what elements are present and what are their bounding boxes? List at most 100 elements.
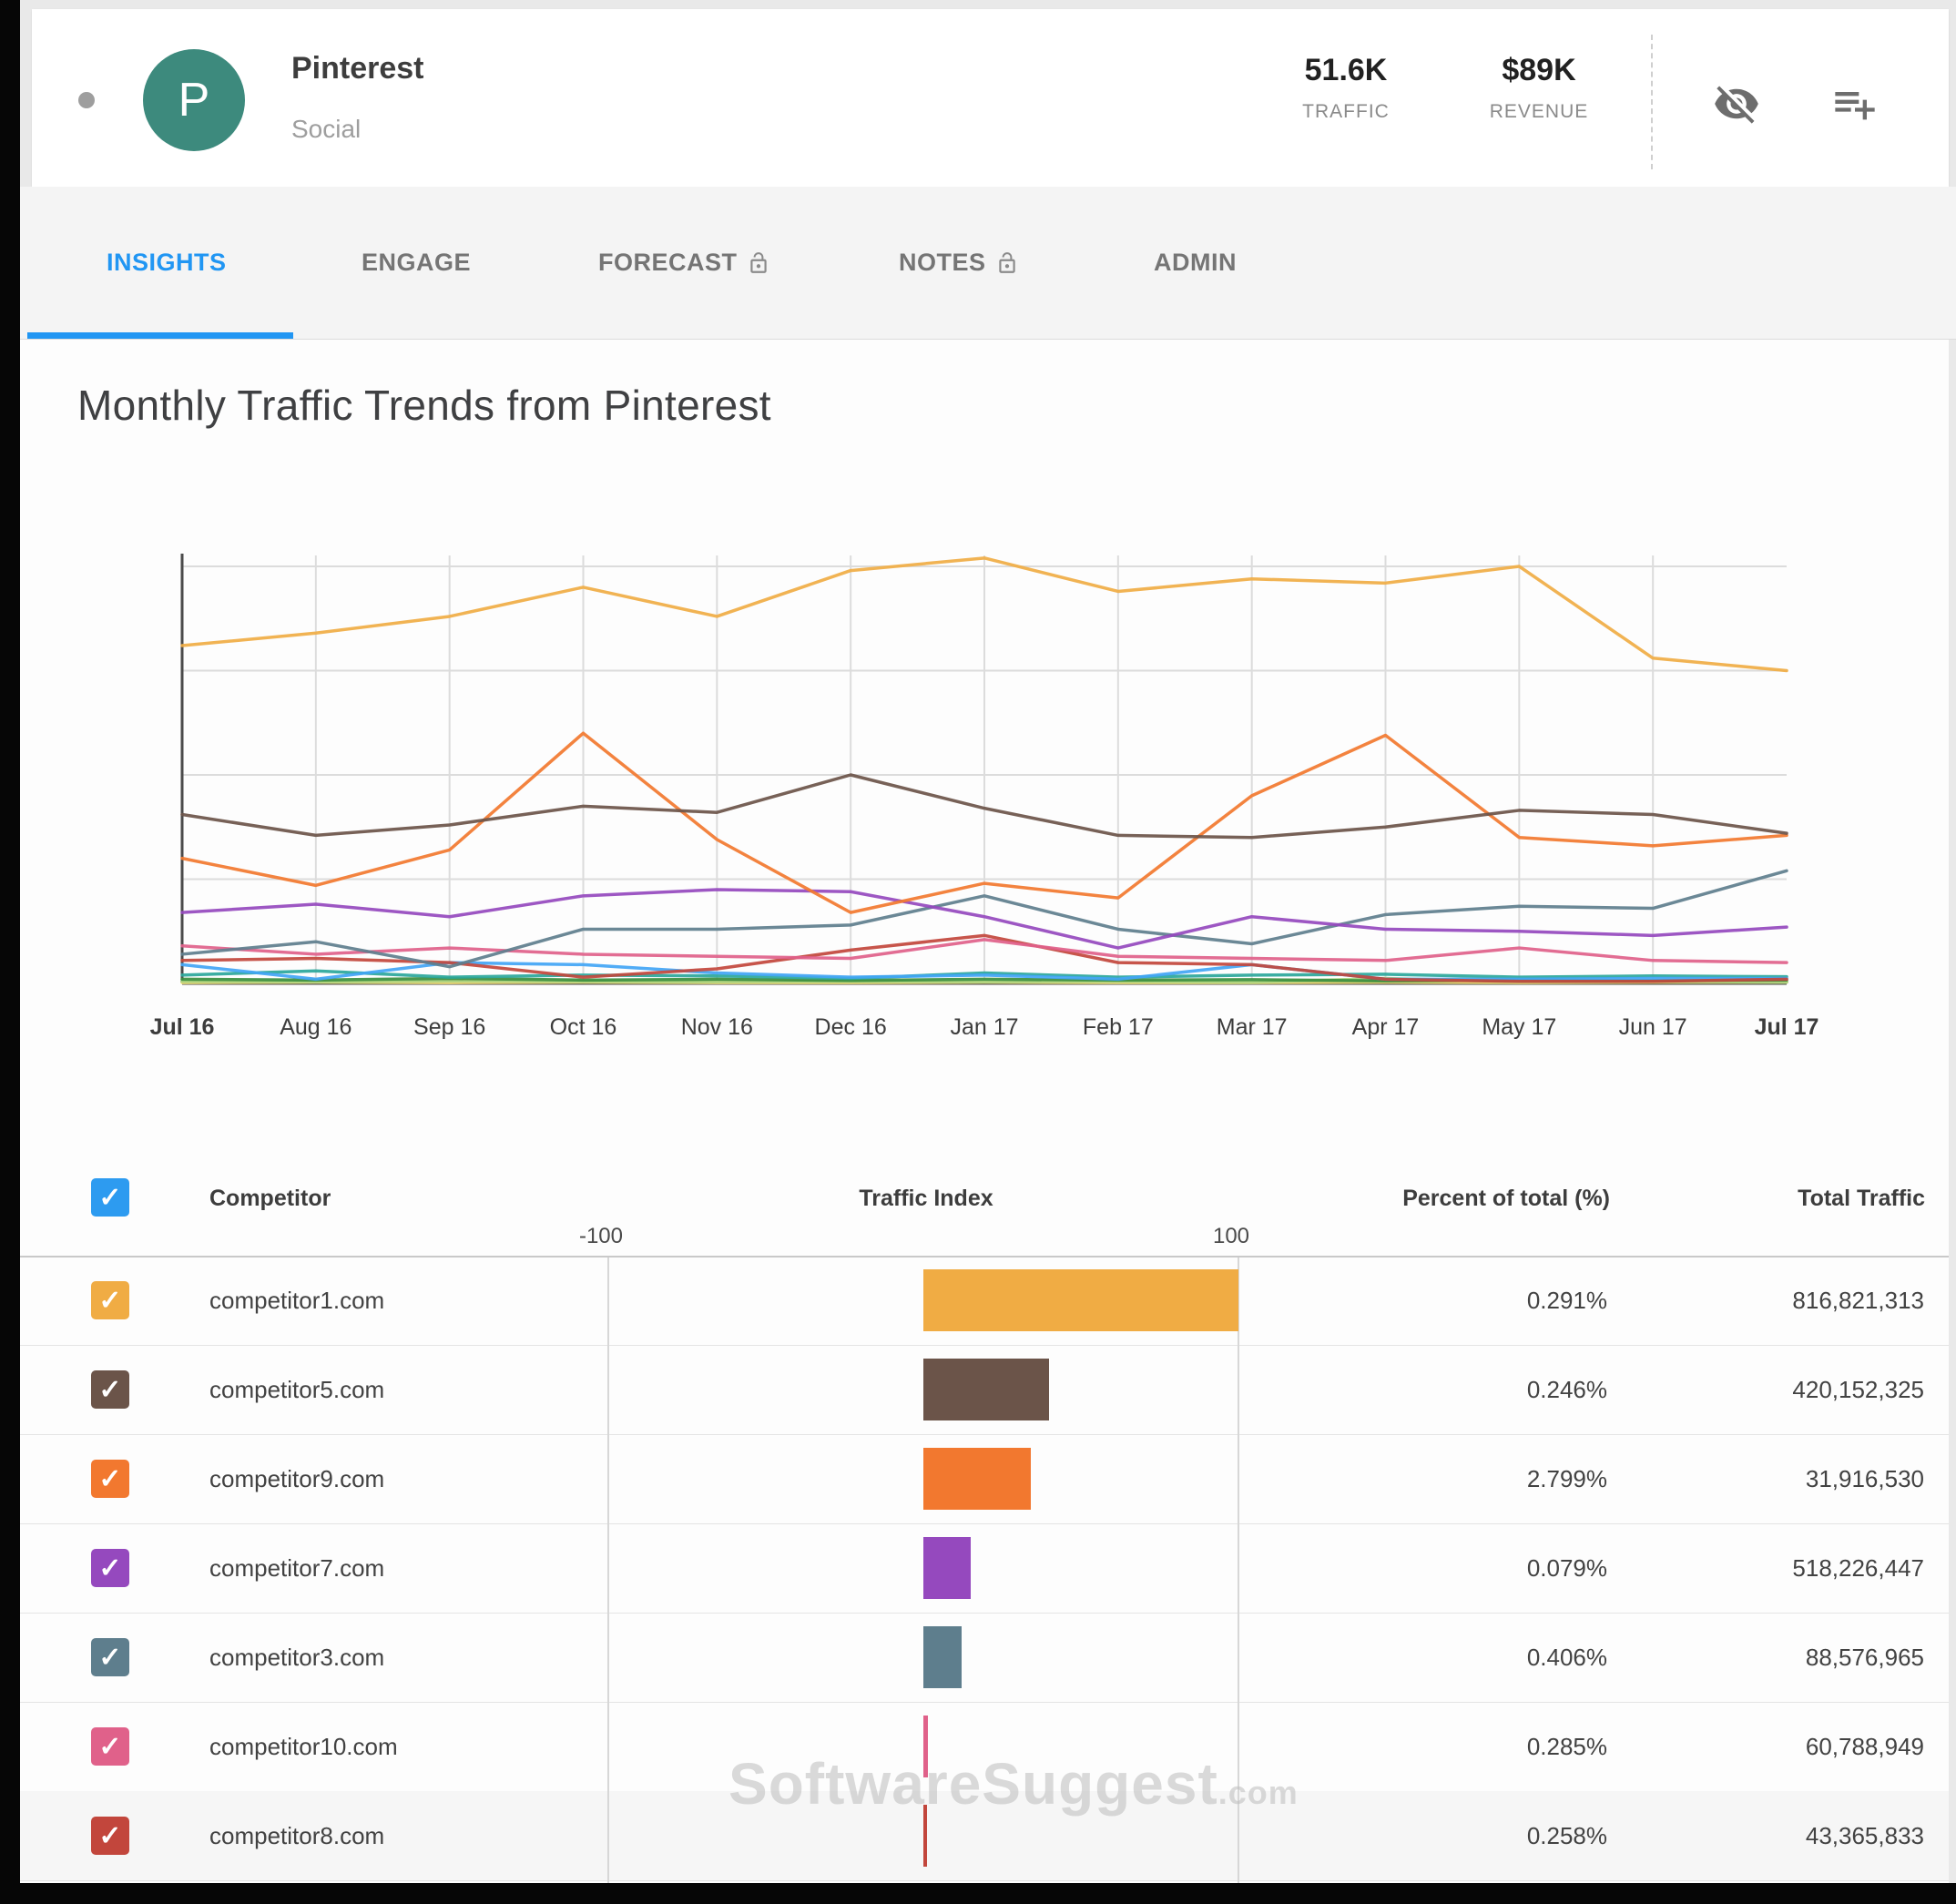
x-tick-label: Mar 17 xyxy=(1217,1014,1288,1040)
column-header-total: Total Traffic xyxy=(1798,1186,1925,1211)
tab-notes[interactable]: NOTES xyxy=(899,249,1019,277)
playlist-add-icon[interactable] xyxy=(1831,80,1879,127)
active-tab-underline xyxy=(27,332,293,339)
tab-forecast[interactable]: FORECAST xyxy=(598,249,770,277)
traffic-label: TRAFFIC xyxy=(1302,101,1390,122)
page-title: Monthly Traffic Trends from Pinterest xyxy=(77,382,771,429)
select-all-checkbox[interactable]: ✓ xyxy=(91,1178,129,1217)
traffic-index-bar xyxy=(923,1626,962,1688)
traffic-index-bar xyxy=(923,1805,928,1867)
row-checkbox-competitor7.com[interactable]: ✓ xyxy=(91,1549,129,1587)
competitor-name: competitor10.com xyxy=(209,1733,398,1760)
revenue-value: $89K xyxy=(1502,53,1576,87)
site-name-link[interactable]: Pinterest xyxy=(291,51,424,86)
percent-of-total: 0.406% xyxy=(1526,1644,1607,1671)
competitor-name: competitor1.com xyxy=(209,1287,385,1314)
row-checkbox-competitor9.com[interactable]: ✓ xyxy=(91,1460,129,1498)
x-tick-label: Aug 16 xyxy=(280,1014,351,1040)
visibility-off-icon[interactable] xyxy=(1713,80,1760,127)
x-tick-label: Jan 17 xyxy=(950,1014,1018,1040)
revenue-stat: $89K REVENUE xyxy=(1439,53,1639,123)
row-checkbox-competitor10.com[interactable]: ✓ xyxy=(91,1727,129,1766)
tab-label: ENGAGE xyxy=(362,249,472,276)
watermark-suffix: .com xyxy=(1217,1774,1299,1811)
traffic-trends-line-chart: Jul 16 Aug 16 Sep 16 Oct 16 Nov 16 Dec 16 Jan … xyxy=(150,554,1819,1040)
window-edge-left xyxy=(0,0,20,1904)
traffic-index-gridline-max xyxy=(1238,1257,1239,1883)
competitor-name: competitor7.com xyxy=(209,1554,385,1582)
row-checkbox-competitor3.com[interactable]: ✓ xyxy=(91,1638,129,1676)
table-header-border xyxy=(20,1256,1949,1257)
traffic-index-bar xyxy=(923,1269,1238,1331)
x-tick-label: Oct 16 xyxy=(550,1014,617,1040)
total-traffic: 31,916,530 xyxy=(1805,1465,1924,1492)
table-row-competitor5.com: ✓ competitor5.com 0.246% 420,152,325 xyxy=(20,1345,1949,1435)
table-row-competitor3.com: ✓ competitor3.com 0.406% 88,576,965 xyxy=(20,1613,1949,1703)
row-checkbox-competitor5.com[interactable]: ✓ xyxy=(91,1370,129,1409)
competitor-name: competitor9.com xyxy=(209,1465,385,1492)
x-tick-label: Jul 16 xyxy=(150,1014,215,1040)
percent-of-total: 2.799% xyxy=(1526,1465,1607,1492)
total-traffic: 60,788,949 xyxy=(1805,1733,1924,1760)
tab-insights[interactable]: INSIGHTS xyxy=(107,249,227,277)
x-tick-label: Feb 17 xyxy=(1083,1014,1154,1040)
x-tick-label: Dec 16 xyxy=(815,1014,887,1040)
row-checkbox-competitor1.com[interactable]: ✓ xyxy=(91,1281,129,1319)
x-tick-label: Nov 16 xyxy=(681,1014,753,1040)
total-traffic: 88,576,965 xyxy=(1805,1644,1924,1671)
traffic-index-bar xyxy=(923,1716,929,1777)
column-header-percent: Percent of total (%) xyxy=(1402,1186,1610,1211)
column-header-competitor: Competitor xyxy=(209,1186,331,1211)
tab-admin[interactable]: ADMIN xyxy=(1154,249,1237,277)
column-header-traffic-index: Traffic Index xyxy=(859,1186,993,1211)
tab-label: NOTES xyxy=(899,249,986,276)
competitor-name: competitor5.com xyxy=(209,1376,385,1403)
lock-icon xyxy=(998,251,1015,273)
total-traffic: 518,226,447 xyxy=(1792,1554,1924,1582)
row-checkbox-competitor8.com[interactable]: ✓ xyxy=(91,1817,129,1855)
series-competitor1.com xyxy=(180,556,1788,673)
site-header-card: P Pinterest Social 51.6K TRAFFIC $89K RE… xyxy=(32,9,1949,187)
competitor-name: competitor8.com xyxy=(209,1822,385,1849)
revenue-label: REVENUE xyxy=(1489,101,1589,122)
window-edge-bottom xyxy=(0,1883,1956,1904)
tab-label: FORECAST xyxy=(598,249,738,276)
traffic-value: 51.6K xyxy=(1304,53,1388,87)
percent-of-total: 0.258% xyxy=(1526,1822,1607,1849)
table-row-competitor9.com: ✓ competitor9.com 2.799% 31,916,530 xyxy=(20,1434,1949,1524)
series-competitor3.com xyxy=(180,869,1788,969)
site-category: Social xyxy=(291,115,362,143)
table-row-competitor7.com: ✓ competitor7.com 0.079% 518,226,447 xyxy=(20,1523,1949,1614)
total-traffic: 816,821,313 xyxy=(1792,1287,1924,1314)
traffic-index-gridline-min xyxy=(607,1257,609,1883)
table-row-competitor8.com: ✓ competitor8.com 0.258% 43,365,833 xyxy=(20,1791,1949,1881)
total-traffic: 43,365,833 xyxy=(1805,1822,1924,1849)
traffic-index-bar xyxy=(923,1537,971,1599)
x-tick-label: Jun 17 xyxy=(1619,1014,1687,1040)
status-dot xyxy=(78,92,95,108)
series-competitor5.com xyxy=(180,773,1788,840)
table-row-competitor1.com: ✓ competitor1.com 0.291% 816,821,313 xyxy=(20,1256,1949,1346)
content-panel: Monthly Traffic Trends from Pinterest Ju… xyxy=(20,339,1949,1883)
x-tick-label: Apr 17 xyxy=(1352,1014,1420,1040)
percent-of-total: 0.291% xyxy=(1526,1287,1607,1314)
series-competitor8.com xyxy=(180,933,1788,983)
percent-of-total: 0.079% xyxy=(1526,1554,1607,1582)
tab-engage[interactable]: ENGAGE xyxy=(362,249,471,277)
total-traffic: 420,152,325 xyxy=(1792,1376,1924,1403)
percent-of-total: 0.285% xyxy=(1526,1733,1607,1760)
percent-of-total: 0.246% xyxy=(1526,1376,1607,1403)
watermark: SoftwareSuggest.com xyxy=(728,1750,1299,1817)
series-other-teal xyxy=(180,969,1788,981)
tab-label: INSIGHTS xyxy=(107,249,227,276)
divider xyxy=(1651,35,1653,169)
traffic-index-axis-min: -100 xyxy=(578,1224,624,1248)
traffic-index-bar xyxy=(923,1359,1050,1420)
traffic-index-axis-max: 100 xyxy=(1212,1224,1250,1248)
traffic-index-bar xyxy=(923,1448,1031,1510)
lock-icon xyxy=(749,251,767,273)
x-tick-label: Jul 17 xyxy=(1755,1014,1819,1040)
traffic-stat: 51.6K TRAFFIC xyxy=(1246,53,1446,123)
avatar[interactable]: P xyxy=(143,49,245,151)
